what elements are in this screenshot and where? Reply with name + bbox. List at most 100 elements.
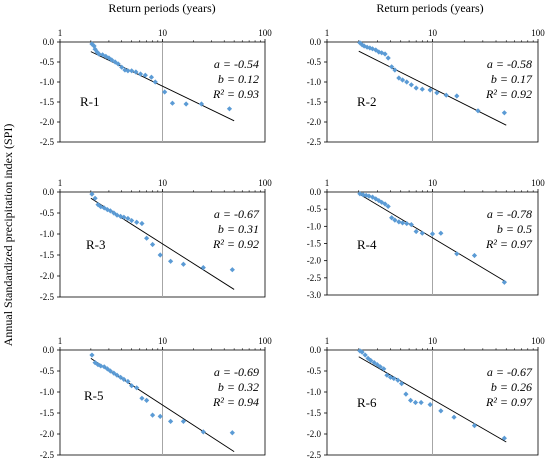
- y-tick-label: -1.5: [40, 97, 55, 107]
- y-tick-label: -3.0: [307, 290, 322, 300]
- data-point: [368, 357, 374, 364]
- data-point: [361, 43, 367, 49]
- data-point: [365, 355, 371, 361]
- data-point: [357, 348, 363, 354]
- x-tick-label: 1: [325, 28, 330, 38]
- y-tick-label: -1.5: [307, 239, 322, 249]
- data-point: [412, 399, 419, 406]
- data-point: [392, 217, 398, 223]
- x-tick-label: 1: [325, 178, 330, 188]
- data-point: [367, 45, 373, 51]
- data-point: [399, 220, 406, 226]
- regression-stat: a = -0.69: [214, 365, 259, 379]
- data-point: [385, 55, 391, 61]
- panel-r-4: 1 10 100 0.0 -0.5 -1.0 -1.5 -2.0 -2.5 -3.0 R-4 a = …: [307, 178, 546, 300]
- data-point: [98, 204, 104, 210]
- y-tick-label: -1.0: [40, 77, 55, 87]
- data-point: [413, 85, 419, 91]
- y-tick-label: -2.0: [307, 117, 322, 127]
- data-point: [371, 360, 377, 366]
- y-tick-label: -1.0: [307, 221, 322, 231]
- regression-stat: b = 0.12: [218, 72, 259, 86]
- data-point: [438, 408, 444, 414]
- data-point: [89, 352, 95, 358]
- data-point: [111, 210, 117, 216]
- station-label: R-6: [357, 395, 377, 410]
- data-point: [114, 372, 120, 378]
- regression-stat: a = -0.67: [487, 365, 533, 379]
- data-point: [379, 50, 385, 56]
- y-tick-label: -0.5: [307, 204, 322, 214]
- data-point: [117, 213, 124, 219]
- data-point: [471, 423, 478, 429]
- data-point: [369, 46, 376, 52]
- data-point: [413, 228, 419, 235]
- data-point: [134, 219, 140, 225]
- data-point: [454, 93, 460, 99]
- data-point: [92, 195, 98, 201]
- data-point: [385, 203, 391, 210]
- data-point: [373, 196, 379, 202]
- x-tick-label: 10: [158, 336, 168, 346]
- data-point: [389, 215, 395, 221]
- data-point: [384, 372, 390, 378]
- data-point: [107, 208, 113, 214]
- data-point: [168, 258, 174, 264]
- data-point: [427, 402, 433, 408]
- data-point: [129, 383, 135, 389]
- y-tick-label: -2.0: [40, 117, 55, 127]
- data-point: [404, 220, 410, 227]
- data-point: [89, 191, 95, 197]
- regression-stat: a = -0.58: [487, 57, 532, 71]
- y-tick-label: -2.5: [40, 137, 55, 147]
- data-point: [121, 214, 127, 220]
- data-point: [142, 72, 148, 78]
- data-point: [396, 75, 402, 81]
- y-tick-label: 0.0: [310, 345, 322, 355]
- y-tick-label: -2.5: [307, 273, 322, 283]
- y-tick-label: 0.0: [43, 345, 55, 355]
- regression-stat: b = 0.31: [218, 222, 259, 236]
- data-point: [134, 385, 140, 391]
- station-label: R-3: [86, 237, 106, 252]
- x-tick-label: 100: [531, 28, 545, 38]
- data-point: [399, 77, 406, 83]
- x-tick-label: 100: [258, 178, 272, 188]
- y-tick-label: 0.0: [43, 37, 55, 47]
- y-tick-label: -1.0: [307, 77, 322, 87]
- data-point: [501, 110, 507, 116]
- data-point: [418, 399, 424, 406]
- panel-r-3: 1 10 100 0.0 -0.5 -1.0 -1.5 -2.0 -2.5 R-3 a = -0.6…: [40, 178, 273, 302]
- data-point: [229, 267, 235, 273]
- data-point: [157, 413, 163, 419]
- x-tick-label: 100: [258, 28, 272, 38]
- y-tick-label: -2.0: [307, 429, 322, 439]
- y-tick-label: -2.5: [40, 450, 55, 460]
- data-point: [111, 370, 117, 376]
- top-axis-title-right: Return periods (years): [376, 1, 483, 15]
- data-point: [180, 261, 187, 267]
- regression-stat: R² = 0.92: [212, 237, 259, 251]
- x-tick-label: 100: [531, 336, 545, 346]
- data-point: [168, 418, 174, 424]
- x-tick-label: 10: [428, 178, 438, 188]
- panel-r-1: 1 10 100 0.0 -0.5 -1.0 -1.5 -2.0 -2.5 R-1 a = -0.5…: [40, 28, 273, 147]
- data-point: [364, 44, 370, 50]
- x-tick-label: 1: [58, 28, 63, 38]
- data-point: [389, 64, 395, 70]
- data-point: [125, 378, 131, 385]
- data-point: [399, 381, 405, 387]
- data-point: [149, 241, 156, 248]
- data-point: [180, 418, 187, 424]
- regression-stat: b = 0.26: [491, 380, 532, 394]
- panel-r-5: 1 10 100 0.0 -0.5 -1.0 -1.5 -2.0 -2.5 R-5 a = -0.6…: [40, 336, 273, 460]
- data-point: [475, 108, 481, 114]
- data-point: [144, 235, 150, 241]
- x-tick-label: 10: [158, 178, 168, 188]
- y-tick-label: 0.0: [310, 37, 322, 47]
- data-point: [427, 87, 433, 93]
- data-point: [501, 435, 507, 441]
- data-point: [382, 201, 388, 207]
- data-point: [396, 219, 402, 225]
